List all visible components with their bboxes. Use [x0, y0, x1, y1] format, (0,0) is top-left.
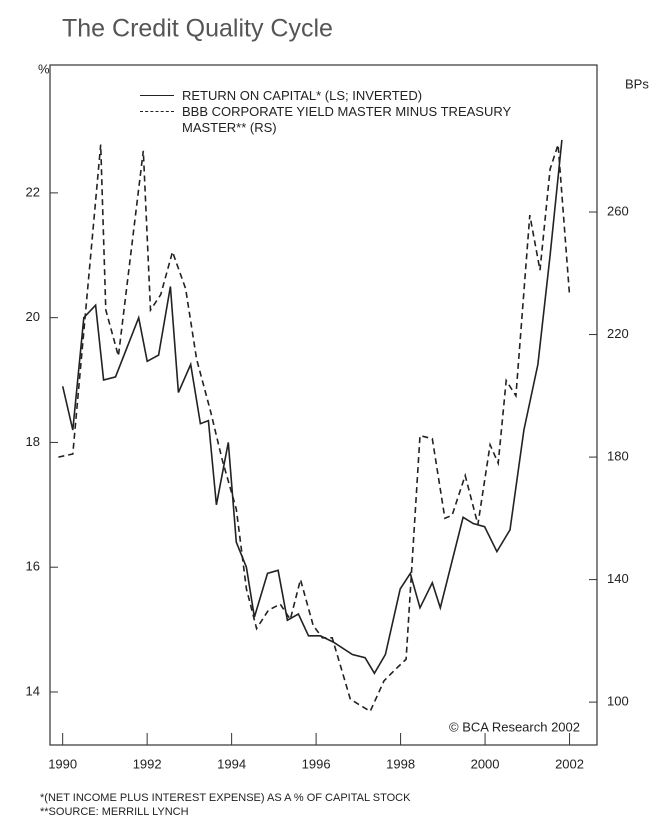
plot-frame	[49, 64, 598, 746]
x-tick-label: 2000	[471, 756, 500, 771]
y2-tick-label: 140	[607, 571, 629, 586]
legend-label: RETURN ON CAPITAL* (LS; INVERTED)	[182, 88, 423, 103]
y2-tick-label: 220	[607, 326, 629, 341]
x-tick-label: 1992	[133, 756, 162, 771]
legend-swatch	[140, 111, 174, 112]
y-tick-label: 20	[26, 309, 40, 324]
legend-entry: BBB CORPORATE YIELD MASTER MINUS TREASUR…	[140, 104, 560, 136]
legend-swatch	[140, 95, 174, 96]
y-tick-label: 18	[26, 434, 40, 449]
footnote: **SOURCE: MERRILL LYNCH	[40, 806, 189, 818]
y2-tick-label: 180	[607, 449, 629, 464]
x-tick-label: 1994	[217, 756, 246, 771]
x-tick-label: 1998	[386, 756, 415, 771]
legend-entry: RETURN ON CAPITAL* (LS; INVERTED)	[140, 88, 560, 104]
y2-tick-label: 100	[607, 694, 629, 709]
line-series	[61, 139, 563, 675]
legend-label: BBB CORPORATE YIELD MASTER MINUS TREASUR…	[182, 104, 511, 135]
y2-axis-label: BPs	[625, 76, 649, 91]
line-series	[58, 144, 571, 713]
y-tick-label: 16	[26, 559, 40, 574]
chart-title: The Credit Quality Cycle	[62, 15, 333, 43]
x-tick-label: 1996	[302, 756, 331, 771]
y-axis-label: %	[38, 61, 50, 76]
footnote: *(NET INCOME PLUS INTEREST EXPENSE) AS A…	[40, 792, 411, 804]
legend: RETURN ON CAPITAL* (LS; INVERTED) BBB COR…	[140, 88, 560, 136]
x-tick-label: 2002	[555, 756, 584, 771]
annotation: © BCA Research 2002	[449, 719, 580, 734]
y-tick-label: 14	[26, 683, 40, 698]
x-tick-label: 1990	[48, 756, 77, 771]
y2-tick-label: 260	[607, 203, 629, 218]
y-tick-label: 22	[26, 184, 40, 199]
